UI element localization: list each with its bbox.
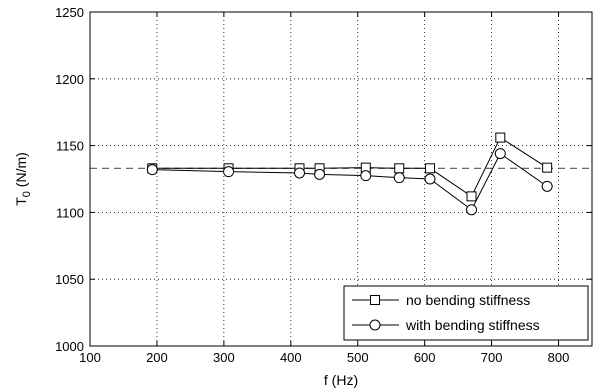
y-axis-label-subscript: 0 [21, 191, 33, 197]
data-point-2 [393, 172, 405, 184]
data-point-2 [424, 173, 436, 185]
y-tick-label: 1100 [56, 205, 84, 220]
tick-labels: 100 200 300 400 500 600 700 800 1000 1050 1100 1150… [55, 5, 569, 365]
y-tick-label: 1250 [55, 5, 84, 20]
y-tick-label: 1150 [56, 139, 84, 154]
legend-box [343, 285, 589, 341]
x-tick-label: 400 [280, 350, 302, 365]
legend-label-1: no bending stiffness [406, 292, 530, 308]
data-point-2 [360, 170, 372, 182]
y-axis-label: T0 (N/m) [13, 152, 33, 206]
legend-marker-2 [369, 319, 381, 331]
data-point-1 [394, 163, 405, 174]
data-point-1 [542, 162, 553, 173]
data-point-2 [223, 166, 235, 178]
y-tick-label: 1000 [55, 339, 84, 354]
x-tick-label: 300 [213, 350, 235, 365]
data-point-1 [495, 132, 506, 143]
x-axis-label: f (Hz) [324, 372, 358, 388]
data-point-2 [294, 167, 306, 179]
legend: no bending stiffness with bending stiffne… [343, 285, 589, 341]
series-group [146, 132, 553, 216]
tick-marks [89, 11, 592, 347]
legend-label-2: with bending stiffness [405, 317, 540, 333]
data-point-2 [146, 164, 158, 176]
y-axis-label-unit: (N/m) [13, 152, 29, 191]
data-point-2 [494, 148, 506, 160]
series-line-1 [152, 136, 548, 198]
x-tick-label: 100 [79, 350, 101, 365]
data-point-2 [466, 204, 478, 216]
legend-marker-1 [370, 295, 380, 305]
data-point-2 [541, 180, 553, 192]
y-axis-label-main: T [13, 197, 29, 206]
x-tick-label: 600 [414, 350, 436, 365]
x-tick-label: 500 [347, 350, 369, 365]
y-tick-label: 1050 [55, 272, 84, 287]
data-point-1 [425, 163, 436, 174]
series-line-2 [152, 152, 548, 211]
x-tick-label: 200 [146, 350, 168, 365]
y-tick-label: 1200 [55, 72, 84, 87]
plot-frame [89, 11, 593, 347]
x-tick-label: 700 [481, 350, 503, 365]
data-point-1 [466, 191, 477, 202]
x-tick-label: 800 [548, 350, 570, 365]
data-point-2 [314, 168, 326, 180]
